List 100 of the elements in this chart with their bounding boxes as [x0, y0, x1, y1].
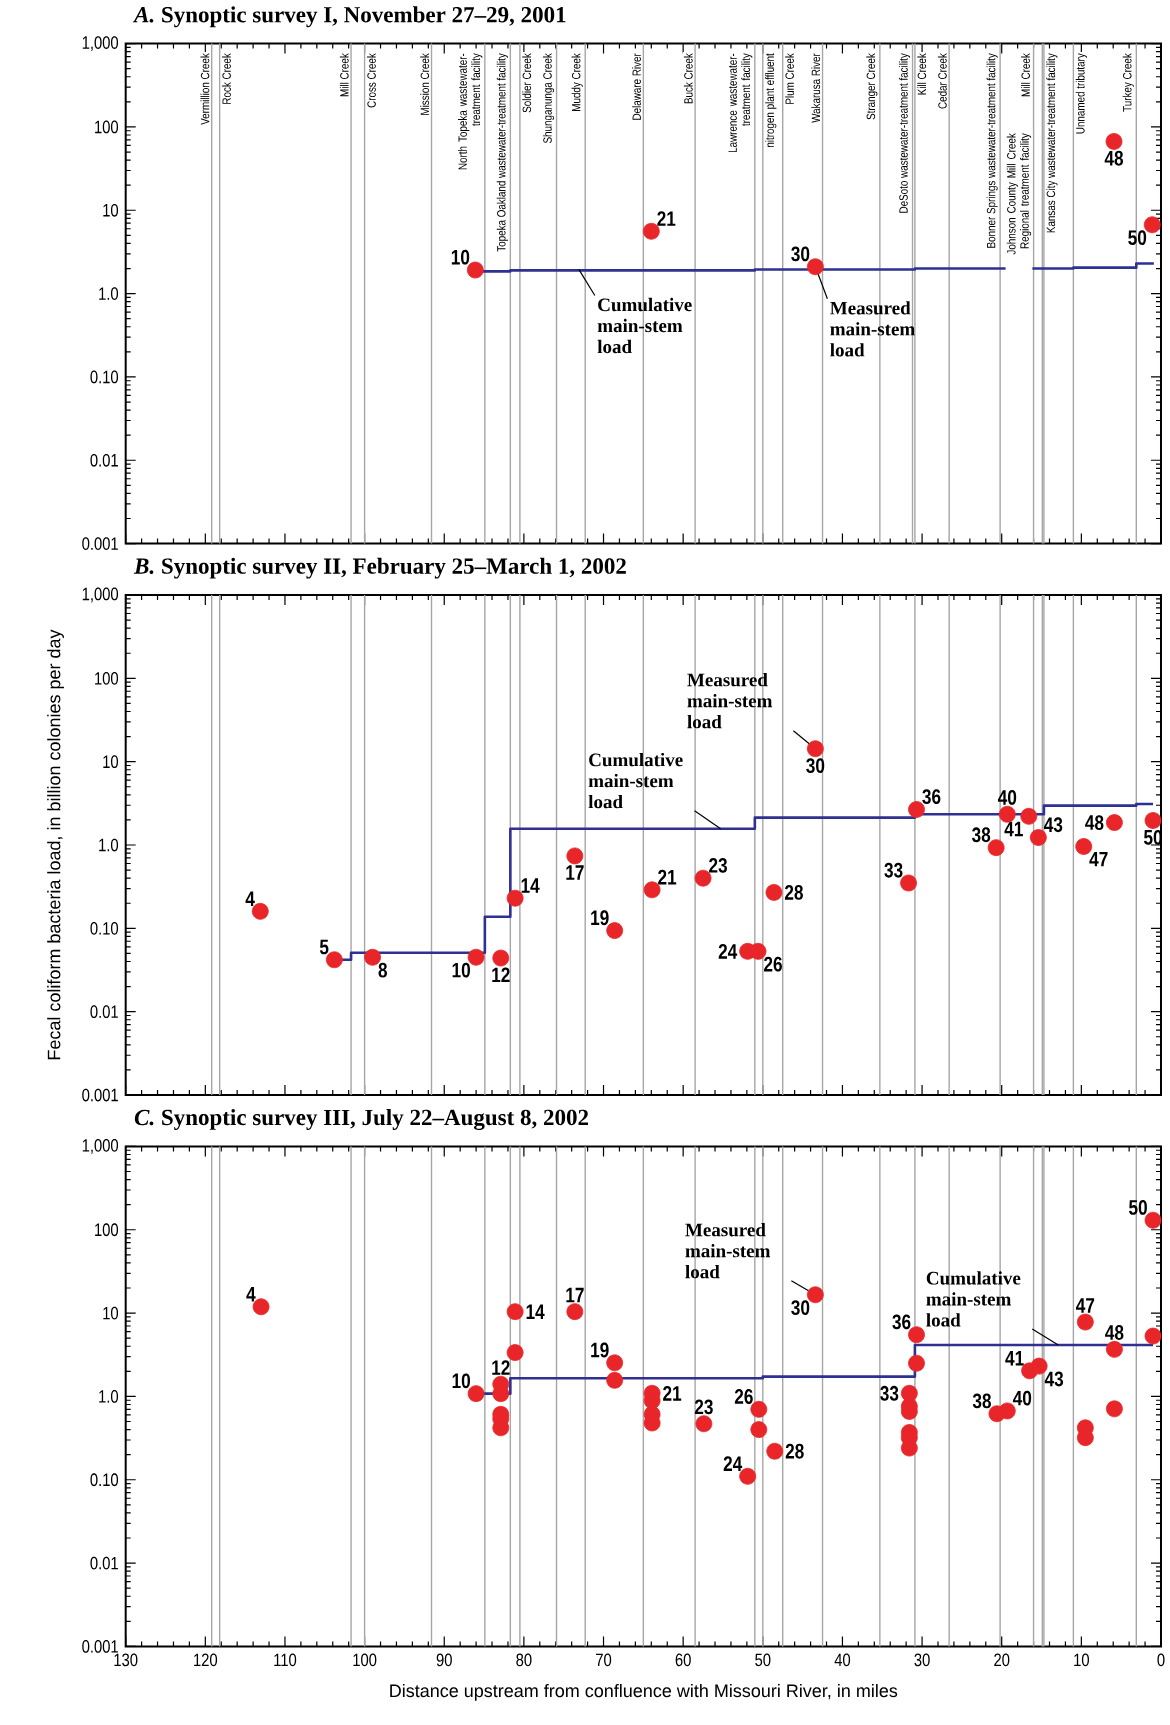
annotation: 23	[709, 857, 727, 873]
ref-line-label: Cross Creek	[366, 53, 376, 108]
annotation: 17	[566, 865, 584, 880]
y-tick-label: 0.01	[90, 453, 118, 467]
x-tick-label: 60	[675, 1653, 691, 1667]
y-tick-label: 100	[95, 120, 119, 134]
annotation: Measured main-stem load	[830, 301, 915, 357]
ref-line-label: DeSoto wastewater-treatment facility	[898, 53, 911, 213]
x-tick-label: 20	[994, 1653, 1010, 1667]
annotation: 23	[694, 1399, 713, 1415]
point	[806, 740, 824, 758]
annotation: 5	[319, 939, 329, 955]
x-tick-label: 10	[1074, 1653, 1090, 1667]
annotation: 12	[492, 967, 510, 983]
x-tick-label: 0	[1157, 1653, 1165, 1667]
ref-line-label: Buck Creek	[683, 53, 693, 104]
x-tick-label: 70	[596, 1653, 612, 1667]
y-tick-label: 1,000	[82, 1138, 119, 1154]
ref-line-label: nitrogen plant effluent	[765, 53, 777, 148]
annotation: 48	[1085, 815, 1104, 831]
y-tick-label: 100	[95, 671, 119, 685]
y-tick-label: 1.0	[99, 1390, 119, 1403]
annotation: 19	[591, 1342, 609, 1358]
ref-line-label: Topeka Oakland wastewater-treatment facility	[496, 53, 508, 252]
x-tick-label: 90	[436, 1653, 452, 1667]
y-tick-label: 0.01	[90, 1005, 118, 1019]
annotation: 24	[723, 1456, 743, 1471]
y-tick-label: 0.10	[90, 370, 119, 384]
annotation: 10	[452, 1373, 470, 1389]
point	[566, 1303, 584, 1321]
point	[1106, 1400, 1123, 1418]
annotation: 36	[892, 1314, 911, 1330]
y-tick-label: 1.0	[99, 287, 119, 300]
chart-title: C. Synoptic survey III, July 22–August 8, 2002	[134, 1108, 589, 1131]
ref-line-label: Turkey Creek	[1122, 53, 1134, 112]
annotation: Measured main-stem load	[685, 1222, 771, 1279]
annotation: 14	[521, 878, 540, 893]
y-tick-label: 1,000	[82, 587, 119, 603]
annotation: 30	[791, 1300, 810, 1316]
annotation: 8	[378, 962, 387, 978]
ref-line-label: Johnson County Mill Creek Regional treatment facility	[1006, 133, 1032, 255]
annotation: 40	[997, 789, 1017, 805]
annotation: Cumulative main-stem load	[926, 1271, 1021, 1327]
annotation: 26	[734, 1389, 753, 1404]
annotation: 19	[591, 910, 609, 926]
annotation: 48	[1105, 1325, 1124, 1340]
y-tick-label: 0.001	[82, 1640, 118, 1653]
point	[695, 1415, 713, 1433]
x-tick-label: 30	[914, 1653, 930, 1667]
annotation: Cumulative main-stem load	[597, 297, 692, 354]
y-tick-label: 10	[103, 1306, 119, 1320]
annotation: 38	[972, 1393, 991, 1409]
x-tick-label: 80	[516, 1653, 532, 1667]
annotation: 38	[971, 827, 991, 843]
ref-line-label: Mill Creek	[339, 53, 349, 97]
y-tick-label: 0.10	[90, 921, 119, 935]
y-tick-label: 0.01	[90, 1556, 118, 1570]
annotation: 4	[246, 1286, 256, 1302]
annotation: 21	[663, 1385, 682, 1401]
ref-line-label: Mission Creek	[420, 53, 430, 115]
annotation: 28	[785, 1443, 804, 1459]
annotation: 47	[1089, 851, 1108, 867]
point	[750, 1421, 768, 1438]
ref-line-label: Unnamed tributary	[1075, 53, 1087, 134]
annotation: 21	[658, 869, 677, 885]
y-tick-label: 10	[103, 755, 119, 769]
annotation: 26	[764, 956, 782, 972]
y-tick-label: 0.001	[82, 1088, 118, 1102]
annotation: 30	[791, 246, 810, 262]
x-tick-label: 120	[194, 1653, 218, 1667]
x-tick-label: 100	[353, 1653, 377, 1667]
ref-line-label: Vermillion Creek	[200, 53, 210, 125]
ref-line-label: Kill Creek	[917, 53, 927, 95]
annotation: 14	[526, 1304, 545, 1319]
annotation: 41	[1005, 1350, 1024, 1366]
ref-line-label: Stranger Creek	[866, 53, 878, 120]
annotation: 10	[451, 249, 470, 265]
annotation: 40	[1012, 1390, 1032, 1406]
point	[766, 1442, 784, 1460]
point	[606, 1371, 624, 1389]
y-tick-label: 100	[95, 1223, 119, 1237]
chart-title: B. Synoptic survey II, February 25–March 1, 2002	[133, 557, 626, 579]
annotation: 30	[806, 758, 825, 774]
point	[1106, 1340, 1123, 1358]
y-tick-label: 1,000	[82, 36, 119, 52]
annotation: 12	[492, 1360, 510, 1375]
annotation: 43	[1044, 1371, 1064, 1387]
ref-line-label: Mill Creek	[1021, 53, 1030, 97]
annotation: 10	[452, 962, 470, 978]
ref-line-label: Soldier Creek	[522, 53, 532, 113]
ref-line-label: Wakarusa River	[811, 53, 821, 123]
point	[1105, 133, 1123, 150]
chart-title: A. Synoptic survey I, November 27–29, 2001	[132, 6, 566, 28]
point	[1106, 814, 1123, 831]
x-tick-label: 110	[274, 1653, 297, 1667]
point	[908, 1354, 925, 1372]
ref-line-label: Rock Creek	[222, 53, 231, 104]
ref-line-label: Delaware River	[632, 53, 641, 120]
ref-line-label: Kansas City wastewater-treatment facility	[1046, 53, 1058, 233]
ref-line-label: Shunganunga Creek	[542, 53, 555, 144]
